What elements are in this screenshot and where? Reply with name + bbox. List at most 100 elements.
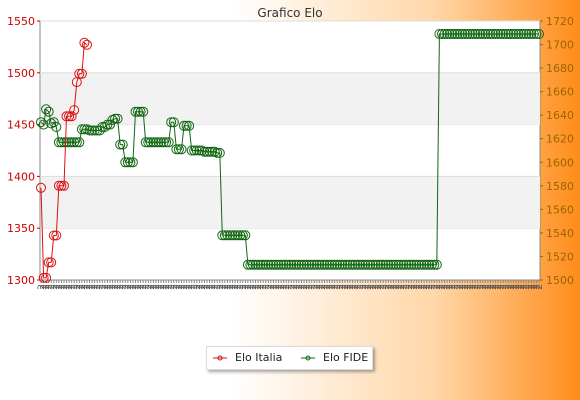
elo-fide-point (403, 259, 414, 270)
x-tick-label: 2 (405, 284, 415, 290)
elo-fide-point (311, 259, 322, 270)
series-layer (36, 29, 544, 283)
elo-italia-point (41, 272, 52, 283)
x-tick-label: 2 (275, 284, 285, 290)
x-tick-label: 2 (499, 284, 509, 290)
x-tick-label: 2 (484, 284, 494, 290)
x-tick-label: 2 (206, 284, 216, 290)
elo-fide-point (74, 137, 85, 148)
x-tick-label: 2 (509, 284, 519, 290)
left-tick-label: 1500 (7, 67, 35, 80)
elo-fide-point (421, 259, 432, 270)
elo-italia-point (64, 111, 75, 122)
x-tick-label: 2 (236, 284, 246, 290)
elo-fide-point (278, 259, 289, 270)
legend-label-fide: Elo FIDE (323, 351, 369, 364)
elo-fide-point (217, 230, 228, 241)
elo-fide-point (148, 137, 159, 148)
elo-fide-line (40, 33, 539, 266)
elo-fide-point (362, 259, 373, 270)
elo-fide-point (442, 29, 453, 39)
elo-fide-point (500, 29, 511, 39)
x-tick-label: 2 (287, 284, 297, 290)
elo-fide-point (253, 259, 264, 270)
x-tick-label: 2 (377, 284, 387, 290)
right-y-axis: 1500 1520 1540 1560 1580 1600 1620 1640 1660 1680… (540, 15, 574, 287)
elo-fide-point (286, 259, 297, 270)
elo-fide-point (526, 29, 537, 39)
x-tick-label: 2 (341, 284, 351, 290)
x-tick-label: 2 (433, 284, 443, 290)
elo-fide-point (393, 259, 404, 270)
left-tick-label: 1350 (7, 222, 35, 235)
plot-area (39, 20, 541, 281)
elo-fide-point (477, 29, 488, 39)
elo-fide-point (41, 104, 52, 115)
x-tick-label: 2 (149, 284, 159, 290)
elo-fide-point (370, 259, 381, 270)
elo-fide-point (214, 147, 225, 158)
x-tick-label: 2 (535, 284, 545, 290)
x-tick-label: 2 (412, 284, 422, 290)
x-tick-label: 2 (315, 284, 325, 290)
elo-fide-point (360, 259, 371, 270)
x-tick-label: 2 (318, 284, 328, 290)
elo-fide-point (454, 29, 465, 39)
x-tick-label: 2 (336, 284, 346, 290)
x-tick-label: 2 (497, 284, 507, 290)
x-tick-label: 2 (328, 284, 338, 290)
x-tick-label: 2 (80, 284, 90, 290)
x-tick-label: 2 (177, 284, 187, 290)
elo-fide-point (255, 259, 266, 270)
elo-italia-point (56, 180, 67, 191)
elo-fide-point (319, 259, 330, 270)
x-tick-label: 2 (119, 284, 129, 290)
elo-fide-point (171, 144, 182, 155)
x-tick-label: 2 (52, 284, 62, 290)
elo-fide-point (398, 259, 409, 270)
elo-fide-point (437, 29, 447, 39)
x-tick-label: 2 (374, 284, 384, 290)
elo-fide-point (449, 29, 460, 39)
elo-fide-point (122, 157, 133, 168)
elo-fide-point (207, 146, 218, 157)
elo-fide-point (176, 144, 187, 155)
elo-fide-point (401, 259, 412, 270)
x-tick-label: 2 (246, 284, 256, 290)
x-tick-label: 2 (384, 284, 394, 290)
x-tick-label: 2 (269, 284, 279, 290)
x-tick-label: 2 (78, 284, 88, 290)
elo-fide-point (513, 29, 524, 39)
right-tick-label: 1520 (546, 250, 574, 263)
x-tick-label: 2 (515, 284, 525, 290)
elo-fide-point (194, 145, 205, 156)
x-tick-label: 2 (55, 284, 65, 290)
elo-fide-point (227, 230, 238, 241)
x-tick-label: 2 (364, 284, 374, 290)
x-tick-label: 2 (91, 284, 101, 290)
x-tick-label: 2 (121, 284, 131, 290)
elo-fide-point (322, 259, 332, 270)
x-tick-label: 2 (474, 284, 484, 290)
x-tick-label: 2 (175, 284, 185, 290)
x-tick-label: 2 (492, 284, 502, 290)
elo-fide-point (209, 146, 220, 157)
elo-fide-point (368, 259, 378, 270)
elo-fide-point (511, 29, 521, 39)
elo-fide-point (181, 120, 192, 131)
elo-fide-point (173, 144, 184, 155)
elo-fide-point (339, 259, 350, 270)
elo-fide-point (135, 106, 146, 117)
x-tick-label: 2 (469, 284, 479, 290)
elo-fide-point (465, 29, 475, 39)
x-tick-label: 2 (471, 284, 481, 290)
elo-fide-point (416, 259, 427, 270)
elo-fide-point (505, 29, 516, 39)
elo-fide-point (521, 29, 532, 39)
elo-fide-point (87, 125, 98, 136)
elo-italia-point (51, 230, 62, 241)
x-tick-label: 2 (320, 284, 330, 290)
x-tick-label: 2 (73, 284, 83, 290)
x-tick-label: 2 (290, 284, 300, 290)
x-tick-label: 2 (239, 284, 249, 290)
